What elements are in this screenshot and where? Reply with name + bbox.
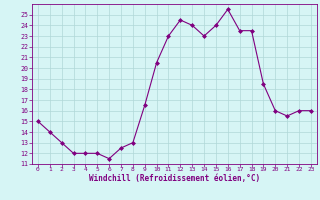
X-axis label: Windchill (Refroidissement éolien,°C): Windchill (Refroidissement éolien,°C) [89, 174, 260, 183]
